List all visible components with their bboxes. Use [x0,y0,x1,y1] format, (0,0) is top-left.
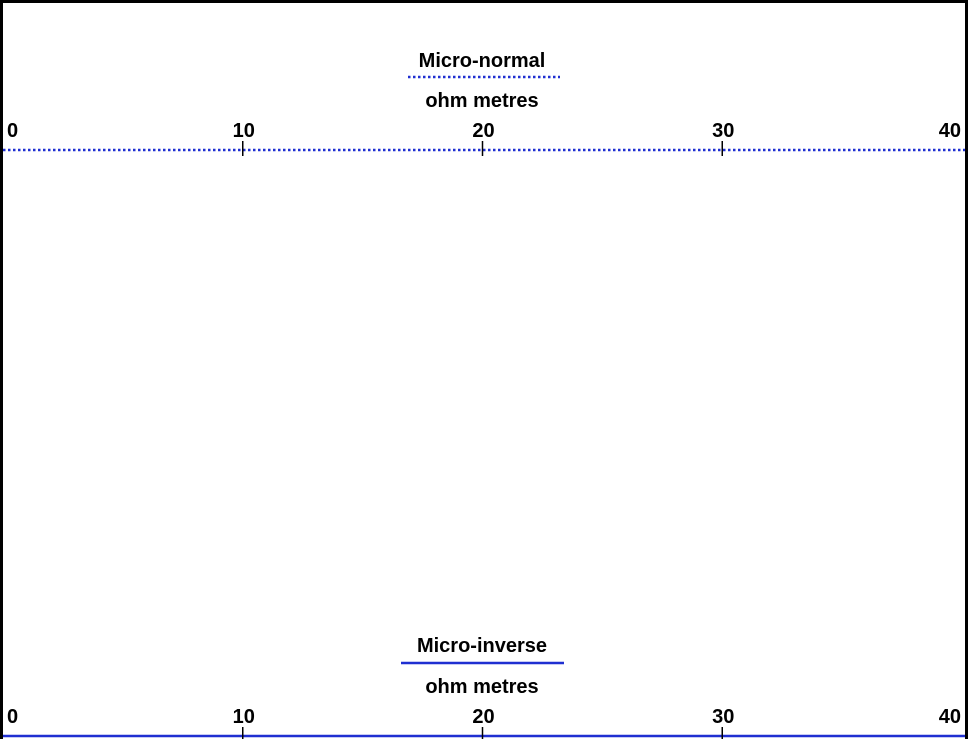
micro-inverse-title: Micro-inverse [417,635,547,657]
tick-label: 0 [7,120,18,142]
micro-inverse-scale: Micro-inverse ohm metres 0 10 20 30 40 [3,635,965,739]
micro-normal-scale: Micro-normal ohm metres 0 10 20 30 40 [3,50,965,156]
tick-label: 40 [939,706,961,728]
tick-label: 20 [472,706,494,728]
tick-label: 20 [472,120,494,142]
micro-normal-title: Micro-normal [419,50,546,72]
tick-label: 10 [233,120,255,142]
tick-label: 0 [7,706,18,728]
tick-label: 30 [712,706,734,728]
tick-label: 40 [939,120,961,142]
micro-normal-unit: ohm metres [425,90,538,112]
tick-label: 30 [712,120,734,142]
micro-inverse-unit: ohm metres [425,676,538,698]
tick-label: 10 [233,706,255,728]
